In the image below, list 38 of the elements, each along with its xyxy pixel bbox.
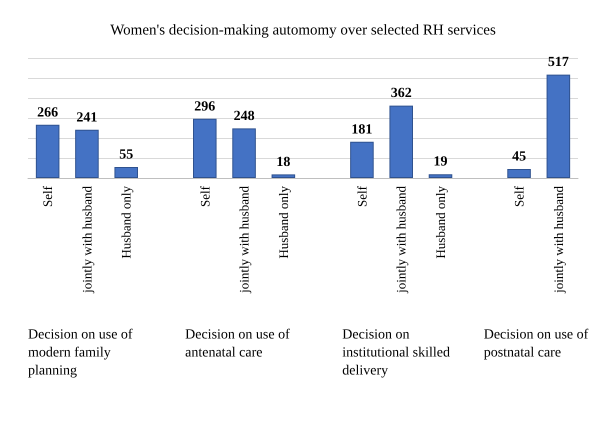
data-label: 362 <box>390 86 412 102</box>
x-tick-label: Self <box>354 185 370 207</box>
data-label: 266 <box>37 105 58 120</box>
x-tick-label: jointly with husband <box>79 186 94 294</box>
data-label: 517 <box>548 55 569 70</box>
x-tick-label: Self <box>40 185 56 207</box>
x-tick-label: jointly with husband <box>236 186 252 294</box>
bar <box>389 106 413 178</box>
text: Decision on use of antenatal care <box>185 328 294 360</box>
data-label: 241 <box>76 110 98 126</box>
bar <box>232 128 256 178</box>
x-tick-label: jointly with husband <box>394 186 409 294</box>
x-tick-label: jointly with husband <box>550 186 566 294</box>
data-label: 248 <box>234 108 255 124</box>
bar <box>507 169 531 178</box>
text: Decision on use of modern family planning <box>28 328 136 378</box>
data-label: 45 <box>512 150 526 164</box>
data-label: 19 <box>434 154 448 170</box>
x-tick-label: Husband only <box>118 186 134 259</box>
bar <box>272 174 296 178</box>
x-tick-label: Husband only <box>276 186 291 259</box>
bar <box>428 174 452 178</box>
bar <box>193 118 217 178</box>
text: Decision on use of postnatal care <box>484 328 592 360</box>
bar <box>36 124 60 178</box>
bar <box>546 74 570 178</box>
data-label: 55 <box>119 148 134 162</box>
chart-title: Women's decision-making automomy over selected RH services <box>110 22 496 38</box>
x-tick-label: Husband only <box>433 186 448 259</box>
data-label: 296 <box>194 99 216 114</box>
x-tick-label: Self <box>512 185 527 207</box>
data-label: 18 <box>276 154 290 170</box>
x-tick-label: Self <box>197 185 212 207</box>
text: Decision on institutional skilled delivery <box>342 328 454 378</box>
bar <box>350 142 374 178</box>
bar <box>75 130 99 178</box>
data-label: 181 <box>351 122 372 138</box>
bar <box>114 167 138 178</box>
